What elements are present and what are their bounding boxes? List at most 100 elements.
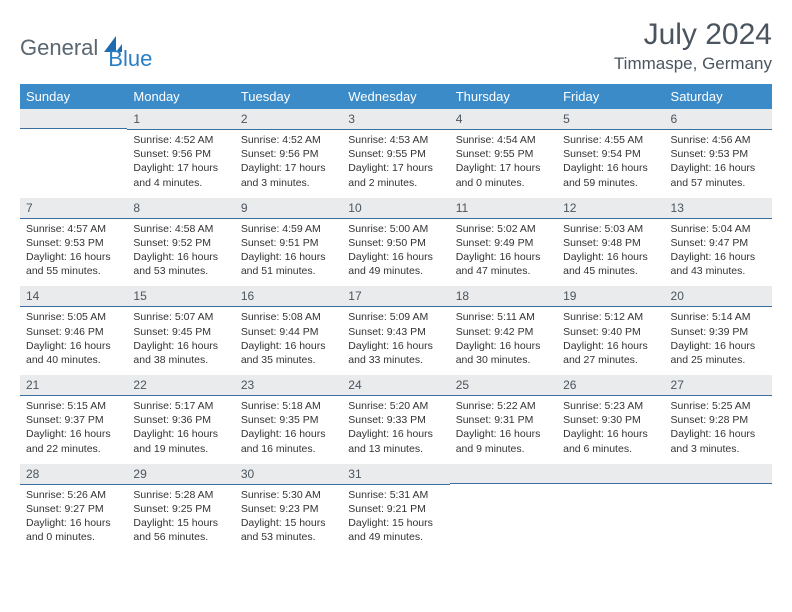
daylight-line-2: and 3 minutes. bbox=[241, 176, 336, 190]
daylight-line-2: and 33 minutes. bbox=[348, 353, 443, 367]
dow-saturday: Saturday bbox=[665, 84, 772, 109]
daylight-line-1: Daylight: 16 hours bbox=[26, 250, 121, 264]
daylight-line-1: Daylight: 15 hours bbox=[241, 516, 336, 530]
sunset-line: Sunset: 9:44 PM bbox=[241, 325, 336, 339]
day-cell: 27Sunrise: 5:25 AMSunset: 9:28 PMDayligh… bbox=[665, 374, 772, 463]
day-data: Sunrise: 4:59 AMSunset: 9:51 PMDaylight:… bbox=[235, 219, 342, 285]
daylight-line-2: and 4 minutes. bbox=[133, 176, 228, 190]
day-cell: 8Sunrise: 4:58 AMSunset: 9:52 PMDaylight… bbox=[127, 197, 234, 286]
sunset-line: Sunset: 9:54 PM bbox=[563, 147, 658, 161]
sunrise-line: Sunrise: 5:22 AM bbox=[456, 399, 551, 413]
brand-part2: Blue bbox=[108, 46, 152, 72]
day-data bbox=[665, 484, 772, 546]
sunrise-line: Sunrise: 5:02 AM bbox=[456, 222, 551, 236]
day-data: Sunrise: 5:14 AMSunset: 9:39 PMDaylight:… bbox=[665, 307, 772, 373]
day-data: Sunrise: 5:28 AMSunset: 9:25 PMDaylight:… bbox=[127, 485, 234, 551]
daylight-line-1: Daylight: 16 hours bbox=[348, 427, 443, 441]
day-data bbox=[450, 484, 557, 546]
day-data: Sunrise: 5:12 AMSunset: 9:40 PMDaylight:… bbox=[557, 307, 664, 373]
day-cell: 26Sunrise: 5:23 AMSunset: 9:30 PMDayligh… bbox=[557, 374, 664, 463]
day-number: 23 bbox=[235, 375, 342, 396]
daylight-line-1: Daylight: 16 hours bbox=[241, 339, 336, 353]
daylight-line-2: and 40 minutes. bbox=[26, 353, 121, 367]
day-number: 25 bbox=[450, 375, 557, 396]
day-number: 8 bbox=[127, 198, 234, 219]
sunset-line: Sunset: 9:25 PM bbox=[133, 502, 228, 516]
sunrise-line: Sunrise: 4:55 AM bbox=[563, 133, 658, 147]
daylight-line-2: and 47 minutes. bbox=[456, 264, 551, 278]
day-data: Sunrise: 5:30 AMSunset: 9:23 PMDaylight:… bbox=[235, 485, 342, 551]
daylight-line-2: and 16 minutes. bbox=[241, 442, 336, 456]
day-number: 26 bbox=[557, 375, 664, 396]
day-cell: 31Sunrise: 5:31 AMSunset: 9:21 PMDayligh… bbox=[342, 463, 449, 552]
daylight-line-1: Daylight: 17 hours bbox=[456, 161, 551, 175]
day-data: Sunrise: 5:08 AMSunset: 9:44 PMDaylight:… bbox=[235, 307, 342, 373]
sunrise-line: Sunrise: 5:26 AM bbox=[26, 488, 121, 502]
sunrise-line: Sunrise: 4:52 AM bbox=[241, 133, 336, 147]
daylight-line-1: Daylight: 17 hours bbox=[241, 161, 336, 175]
location-label: Timmaspe, Germany bbox=[614, 54, 772, 74]
daylight-line-1: Daylight: 16 hours bbox=[348, 250, 443, 264]
day-number: 30 bbox=[235, 464, 342, 485]
daylight-line-1: Daylight: 15 hours bbox=[133, 516, 228, 530]
daylight-line-2: and 55 minutes. bbox=[26, 264, 121, 278]
sunrise-line: Sunrise: 5:18 AM bbox=[241, 399, 336, 413]
page-header: General Blue July 2024 Timmaspe, Germany bbox=[20, 18, 772, 74]
day-data: Sunrise: 5:04 AMSunset: 9:47 PMDaylight:… bbox=[665, 219, 772, 285]
daylight-line-1: Daylight: 16 hours bbox=[563, 427, 658, 441]
day-cell: 5Sunrise: 4:55 AMSunset: 9:54 PMDaylight… bbox=[557, 109, 664, 197]
sunset-line: Sunset: 9:45 PM bbox=[133, 325, 228, 339]
sunset-line: Sunset: 9:33 PM bbox=[348, 413, 443, 427]
daylight-line-2: and 38 minutes. bbox=[133, 353, 228, 367]
daylight-line-1: Daylight: 16 hours bbox=[26, 516, 121, 530]
day-data: Sunrise: 5:22 AMSunset: 9:31 PMDaylight:… bbox=[450, 396, 557, 462]
sunset-line: Sunset: 9:53 PM bbox=[26, 236, 121, 250]
sunset-line: Sunset: 9:56 PM bbox=[241, 147, 336, 161]
sunrise-line: Sunrise: 4:52 AM bbox=[133, 133, 228, 147]
daylight-line-1: Daylight: 16 hours bbox=[456, 339, 551, 353]
sunrise-line: Sunrise: 4:53 AM bbox=[348, 133, 443, 147]
daylight-line-1: Daylight: 16 hours bbox=[348, 339, 443, 353]
sunrise-line: Sunrise: 5:30 AM bbox=[241, 488, 336, 502]
day-cell: 9Sunrise: 4:59 AMSunset: 9:51 PMDaylight… bbox=[235, 197, 342, 286]
day-cell: 24Sunrise: 5:20 AMSunset: 9:33 PMDayligh… bbox=[342, 374, 449, 463]
day-cell: 30Sunrise: 5:30 AMSunset: 9:23 PMDayligh… bbox=[235, 463, 342, 552]
daylight-line-2: and 9 minutes. bbox=[456, 442, 551, 456]
day-cell: 25Sunrise: 5:22 AMSunset: 9:31 PMDayligh… bbox=[450, 374, 557, 463]
daylight-line-1: Daylight: 16 hours bbox=[133, 250, 228, 264]
day-data: Sunrise: 5:23 AMSunset: 9:30 PMDaylight:… bbox=[557, 396, 664, 462]
daylight-line-1: Daylight: 16 hours bbox=[241, 427, 336, 441]
brand-part1: General bbox=[20, 35, 98, 61]
day-number bbox=[557, 464, 664, 484]
week-row: 1Sunrise: 4:52 AMSunset: 9:56 PMDaylight… bbox=[20, 109, 772, 197]
daylight-line-2: and 45 minutes. bbox=[563, 264, 658, 278]
week-row: 14Sunrise: 5:05 AMSunset: 9:46 PMDayligh… bbox=[20, 285, 772, 374]
day-number: 9 bbox=[235, 198, 342, 219]
day-number: 18 bbox=[450, 286, 557, 307]
daylight-line-1: Daylight: 16 hours bbox=[563, 250, 658, 264]
day-data: Sunrise: 4:54 AMSunset: 9:55 PMDaylight:… bbox=[450, 130, 557, 196]
daylight-line-2: and 51 minutes. bbox=[241, 264, 336, 278]
day-number: 4 bbox=[450, 109, 557, 130]
sunset-line: Sunset: 9:23 PM bbox=[241, 502, 336, 516]
sunrise-line: Sunrise: 4:59 AM bbox=[241, 222, 336, 236]
day-data: Sunrise: 4:52 AMSunset: 9:56 PMDaylight:… bbox=[127, 130, 234, 196]
sunrise-line: Sunrise: 5:25 AM bbox=[671, 399, 766, 413]
sunrise-line: Sunrise: 5:07 AM bbox=[133, 310, 228, 324]
sunrise-line: Sunrise: 4:56 AM bbox=[671, 133, 766, 147]
day-cell: 6Sunrise: 4:56 AMSunset: 9:53 PMDaylight… bbox=[665, 109, 772, 197]
daylight-line-1: Daylight: 16 hours bbox=[563, 339, 658, 353]
day-cell: 11Sunrise: 5:02 AMSunset: 9:49 PMDayligh… bbox=[450, 197, 557, 286]
sunset-line: Sunset: 9:37 PM bbox=[26, 413, 121, 427]
day-number: 27 bbox=[665, 375, 772, 396]
sunrise-line: Sunrise: 5:05 AM bbox=[26, 310, 121, 324]
daylight-line-1: Daylight: 16 hours bbox=[456, 427, 551, 441]
day-data: Sunrise: 5:26 AMSunset: 9:27 PMDaylight:… bbox=[20, 485, 127, 551]
day-cell: 3Sunrise: 4:53 AMSunset: 9:55 PMDaylight… bbox=[342, 109, 449, 197]
day-number: 2 bbox=[235, 109, 342, 130]
day-number: 1 bbox=[127, 109, 234, 130]
daylight-line-1: Daylight: 16 hours bbox=[456, 250, 551, 264]
day-number: 19 bbox=[557, 286, 664, 307]
day-data: Sunrise: 5:00 AMSunset: 9:50 PMDaylight:… bbox=[342, 219, 449, 285]
sunrise-line: Sunrise: 5:15 AM bbox=[26, 399, 121, 413]
